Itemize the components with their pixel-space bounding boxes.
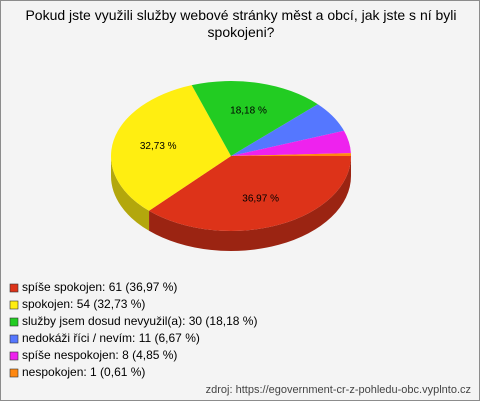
- pie-slice: [111, 85, 231, 211]
- pie-slice: [191, 81, 318, 156]
- legend-label: spíše spokojen: 61 (36,97 %): [22, 280, 177, 294]
- legend-label: nedokáži říci / nevím: 11 (6,67 %): [22, 331, 200, 345]
- pie-slice: [149, 156, 351, 231]
- pie-slice: [231, 130, 351, 156]
- legend-swatch: [9, 368, 19, 378]
- source-note: zdroj: https://egovernment-cr-z-pohledu-…: [205, 384, 471, 396]
- chart-title: Pokud jste využili služby webové stránky…: [25, 7, 457, 40]
- slice-label: 18,18 %: [230, 105, 267, 116]
- legend-swatch: [9, 283, 19, 293]
- legend-swatch: [9, 334, 19, 344]
- legend-label: spíše nespokojen: 8 (4,85 %): [22, 348, 177, 362]
- pie-slice: [231, 104, 345, 156]
- slice-side: [111, 156, 150, 231]
- slice-side: [149, 156, 351, 251]
- legend-label: spokojen: 54 (32,73 %): [22, 297, 145, 311]
- pie-slice: [231, 153, 351, 156]
- legend-label: nespokojen: 1 (0,61 %): [22, 365, 145, 379]
- slice-label: 36,97 %: [242, 193, 279, 204]
- legend-label: služby jsem dosud nevyužil(a): 30 (18,18…: [22, 314, 257, 328]
- slice-label: 32,73 %: [140, 141, 177, 152]
- legend-swatch: [9, 351, 19, 361]
- legend-swatch: [9, 317, 19, 327]
- legend-swatch: [9, 300, 19, 310]
